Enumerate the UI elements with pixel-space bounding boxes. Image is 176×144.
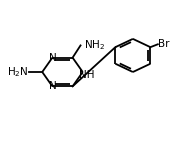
Text: Br: Br: [158, 39, 170, 49]
Text: NH: NH: [79, 70, 95, 80]
Text: N: N: [49, 53, 57, 63]
Text: H$_2$N: H$_2$N: [7, 65, 28, 79]
Text: N: N: [49, 81, 57, 91]
Text: NH$_2$: NH$_2$: [84, 38, 105, 52]
